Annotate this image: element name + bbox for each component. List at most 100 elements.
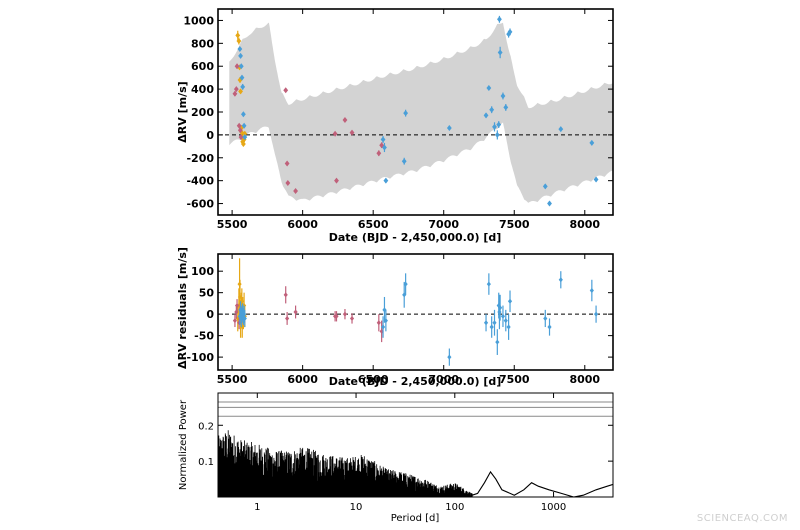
data-point <box>236 38 242 45</box>
data-point <box>242 134 248 141</box>
y-tick-label: 600 <box>191 60 214 73</box>
data-point <box>334 177 339 184</box>
data-point <box>589 139 595 146</box>
rv-y-axis-label: ΔRV [m/s] <box>176 81 189 142</box>
data-point <box>232 90 238 97</box>
y-tick-label: -100 <box>186 351 214 364</box>
data-point <box>342 311 348 317</box>
data-point <box>285 315 290 322</box>
data-point <box>235 315 240 322</box>
data-point <box>376 150 382 157</box>
y-tick-label: 0 <box>206 129 214 142</box>
data-point <box>500 313 506 319</box>
data-point <box>293 187 298 194</box>
data-point <box>240 111 246 118</box>
data-point <box>494 131 500 138</box>
data-point <box>558 126 564 133</box>
data-point <box>283 292 288 298</box>
rv-x-ticks: 5500 6000 6500 7000 7500 8000 <box>217 9 600 231</box>
y-tick-label: 0.2 <box>198 421 214 432</box>
data-point <box>492 320 497 326</box>
data-point <box>403 110 409 117</box>
residuals-x-ticks: 5500 6000 6500 7000 7500 8000 <box>217 254 600 386</box>
x-tick-label: 5500 <box>217 373 248 386</box>
data-point <box>446 125 452 132</box>
data-point <box>237 294 243 300</box>
data-point <box>241 122 247 129</box>
y-tick-label: 0.1 <box>198 457 214 468</box>
periodogram-y-axis-label: Normalized Power <box>178 399 189 490</box>
data-point <box>239 315 244 322</box>
x-tick-label: 10 <box>350 502 363 513</box>
data-point <box>401 158 407 165</box>
data-point <box>241 313 246 319</box>
y-tick-label: -50 <box>194 330 214 343</box>
data-point <box>240 141 246 148</box>
residuals-plot-background <box>218 254 613 370</box>
data-point <box>489 106 495 113</box>
data-point <box>239 74 245 81</box>
x-tick-label: 8000 <box>569 218 600 231</box>
data-point <box>403 281 408 287</box>
rv-panel: 5500 6000 6500 7000 7500 8000 -600 -400 -200 0 20… <box>176 8 614 244</box>
x-tick-label: 6500 <box>358 218 389 231</box>
x-tick-label: 6000 <box>287 373 318 386</box>
data-point <box>547 200 552 207</box>
data-point <box>238 88 243 95</box>
y-tick-label: 100 <box>191 265 214 278</box>
data-point <box>383 177 389 184</box>
data-point <box>239 298 244 304</box>
x-tick-label: 5500 <box>217 218 248 231</box>
y-tick-label: 200 <box>191 106 214 119</box>
residuals-y-ticks: -100 -50 0 50 100 <box>186 265 613 364</box>
data-point <box>234 302 240 309</box>
data-point <box>238 63 244 70</box>
periodogram-x-ticks: 1 10 100 1000 <box>254 393 566 513</box>
data-point <box>497 49 503 56</box>
x-tick-label: 7500 <box>499 218 530 231</box>
data-point <box>238 134 244 141</box>
x-tick-label: 7000 <box>428 218 459 231</box>
x-tick-label: 6500 <box>358 373 389 386</box>
data-point <box>237 76 243 83</box>
y-tick-label: 1000 <box>183 14 214 27</box>
data-point <box>498 305 503 311</box>
residuals-y-axis-label: ΔRV residuals [m/s] <box>176 247 189 369</box>
data-point <box>284 160 290 167</box>
data-point <box>547 324 552 330</box>
periodogram-power-spikes <box>218 430 473 497</box>
data-point <box>342 117 348 124</box>
data-point <box>589 287 594 294</box>
residuals-panel: 5500 6000 6500 7000 7500 8000 -100 -50 0 50 100 D… <box>176 247 614 388</box>
x-tick-label: 1 <box>254 502 260 513</box>
data-point <box>383 317 388 324</box>
data-point <box>500 92 506 99</box>
periodogram-fap-lines <box>218 401 613 417</box>
x-tick-label: 1000 <box>541 502 566 513</box>
data-point <box>349 129 355 136</box>
data-point <box>283 87 289 94</box>
data-point <box>242 130 248 137</box>
y-tick-label: -200 <box>186 152 214 165</box>
data-point <box>447 354 452 360</box>
data-point <box>483 112 489 119</box>
data-point <box>293 309 298 315</box>
x-tick-label: 8000 <box>569 373 600 386</box>
data-point <box>489 324 494 330</box>
rv-data-points <box>232 15 599 207</box>
data-point <box>495 339 500 345</box>
data-point <box>486 281 491 287</box>
residuals-plot-frame <box>217 253 614 371</box>
data-point <box>380 136 386 143</box>
data-point <box>237 46 243 53</box>
x-tick-label: 7500 <box>499 373 530 386</box>
x-tick-label: 100 <box>445 502 464 513</box>
data-point <box>497 16 502 23</box>
data-point <box>240 83 246 90</box>
rv-model-band <box>229 22 613 203</box>
data-point <box>235 32 241 39</box>
data-point <box>558 277 563 283</box>
x-tick-label: 7000 <box>428 373 459 386</box>
rv-x-axis-label: Date (BJD - 2,450,000.0) [d] <box>329 231 502 244</box>
